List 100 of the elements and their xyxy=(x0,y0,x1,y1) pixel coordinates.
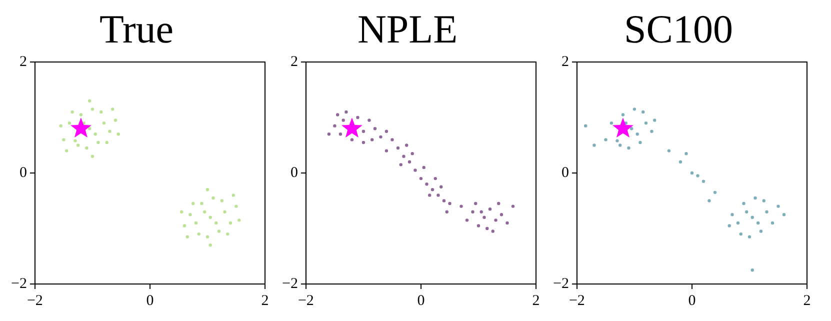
y-tick-label: 0 xyxy=(19,164,27,181)
point xyxy=(428,194,432,197)
point xyxy=(64,149,68,152)
point xyxy=(208,244,212,247)
point xyxy=(59,124,62,128)
point xyxy=(616,139,619,142)
point xyxy=(750,268,754,272)
point xyxy=(194,221,198,225)
point xyxy=(506,221,509,225)
point xyxy=(203,210,206,214)
point xyxy=(217,230,221,233)
x-tick-label: 0 xyxy=(417,292,425,309)
point xyxy=(678,160,682,164)
point xyxy=(356,116,360,120)
point xyxy=(632,108,636,111)
point xyxy=(782,213,786,216)
point xyxy=(636,132,639,136)
point xyxy=(212,196,215,200)
point xyxy=(90,108,94,111)
point xyxy=(750,216,754,219)
point xyxy=(440,185,443,188)
point xyxy=(770,221,774,225)
point xyxy=(471,210,474,214)
point xyxy=(234,204,238,208)
point xyxy=(630,127,634,130)
point xyxy=(333,124,336,128)
point xyxy=(756,221,760,225)
point xyxy=(384,149,388,152)
point xyxy=(748,235,752,238)
point xyxy=(776,204,780,208)
y-tick-label: 2 xyxy=(19,54,27,70)
point xyxy=(232,194,235,197)
point xyxy=(713,190,717,194)
y-tick-label: −2 xyxy=(552,276,569,292)
point xyxy=(465,218,469,222)
point xyxy=(460,204,463,208)
point xyxy=(702,180,706,183)
point xyxy=(338,132,342,136)
point xyxy=(730,213,734,216)
point xyxy=(482,216,486,219)
point xyxy=(111,108,114,111)
chart-title: True xyxy=(99,6,174,52)
point xyxy=(610,121,614,125)
point xyxy=(342,118,362,138)
x-tick-label: 2 xyxy=(803,292,811,309)
point xyxy=(102,121,106,125)
point xyxy=(226,232,230,236)
point xyxy=(736,221,740,225)
point xyxy=(422,166,426,170)
point xyxy=(480,210,483,214)
point xyxy=(186,235,189,238)
point xyxy=(390,138,394,142)
point xyxy=(419,176,423,180)
point xyxy=(192,202,195,206)
point xyxy=(197,232,200,236)
y-tick-label: −2 xyxy=(282,276,298,292)
point xyxy=(96,140,100,144)
point xyxy=(94,132,97,136)
point xyxy=(90,154,94,158)
point xyxy=(368,118,371,122)
point xyxy=(500,213,504,216)
point xyxy=(402,154,406,158)
point xyxy=(85,146,88,150)
point xyxy=(223,210,226,214)
point xyxy=(584,124,588,128)
point xyxy=(79,113,83,116)
point xyxy=(214,221,218,225)
point xyxy=(350,138,354,142)
point xyxy=(344,110,348,114)
point xyxy=(405,144,408,147)
point xyxy=(220,199,224,202)
point xyxy=(696,174,700,178)
point xyxy=(762,199,766,202)
point xyxy=(708,199,711,202)
point xyxy=(182,224,186,228)
point xyxy=(742,202,746,206)
x-tick-label: 2 xyxy=(261,292,269,309)
point xyxy=(74,139,77,142)
point xyxy=(76,144,80,147)
point xyxy=(408,160,412,164)
point xyxy=(370,138,374,142)
point xyxy=(425,182,428,186)
point xyxy=(511,204,515,208)
point xyxy=(592,144,596,147)
point xyxy=(604,138,608,142)
point xyxy=(116,132,120,136)
point xyxy=(336,113,340,116)
point xyxy=(474,202,478,206)
x-tick-label: 0 xyxy=(146,292,154,309)
point xyxy=(342,118,345,122)
point xyxy=(739,232,742,236)
point xyxy=(206,188,210,192)
point xyxy=(108,130,112,133)
point xyxy=(188,213,192,216)
point xyxy=(644,121,648,125)
point xyxy=(180,210,184,214)
point xyxy=(362,140,366,144)
point xyxy=(612,118,634,138)
point xyxy=(379,135,382,139)
point xyxy=(228,221,232,225)
